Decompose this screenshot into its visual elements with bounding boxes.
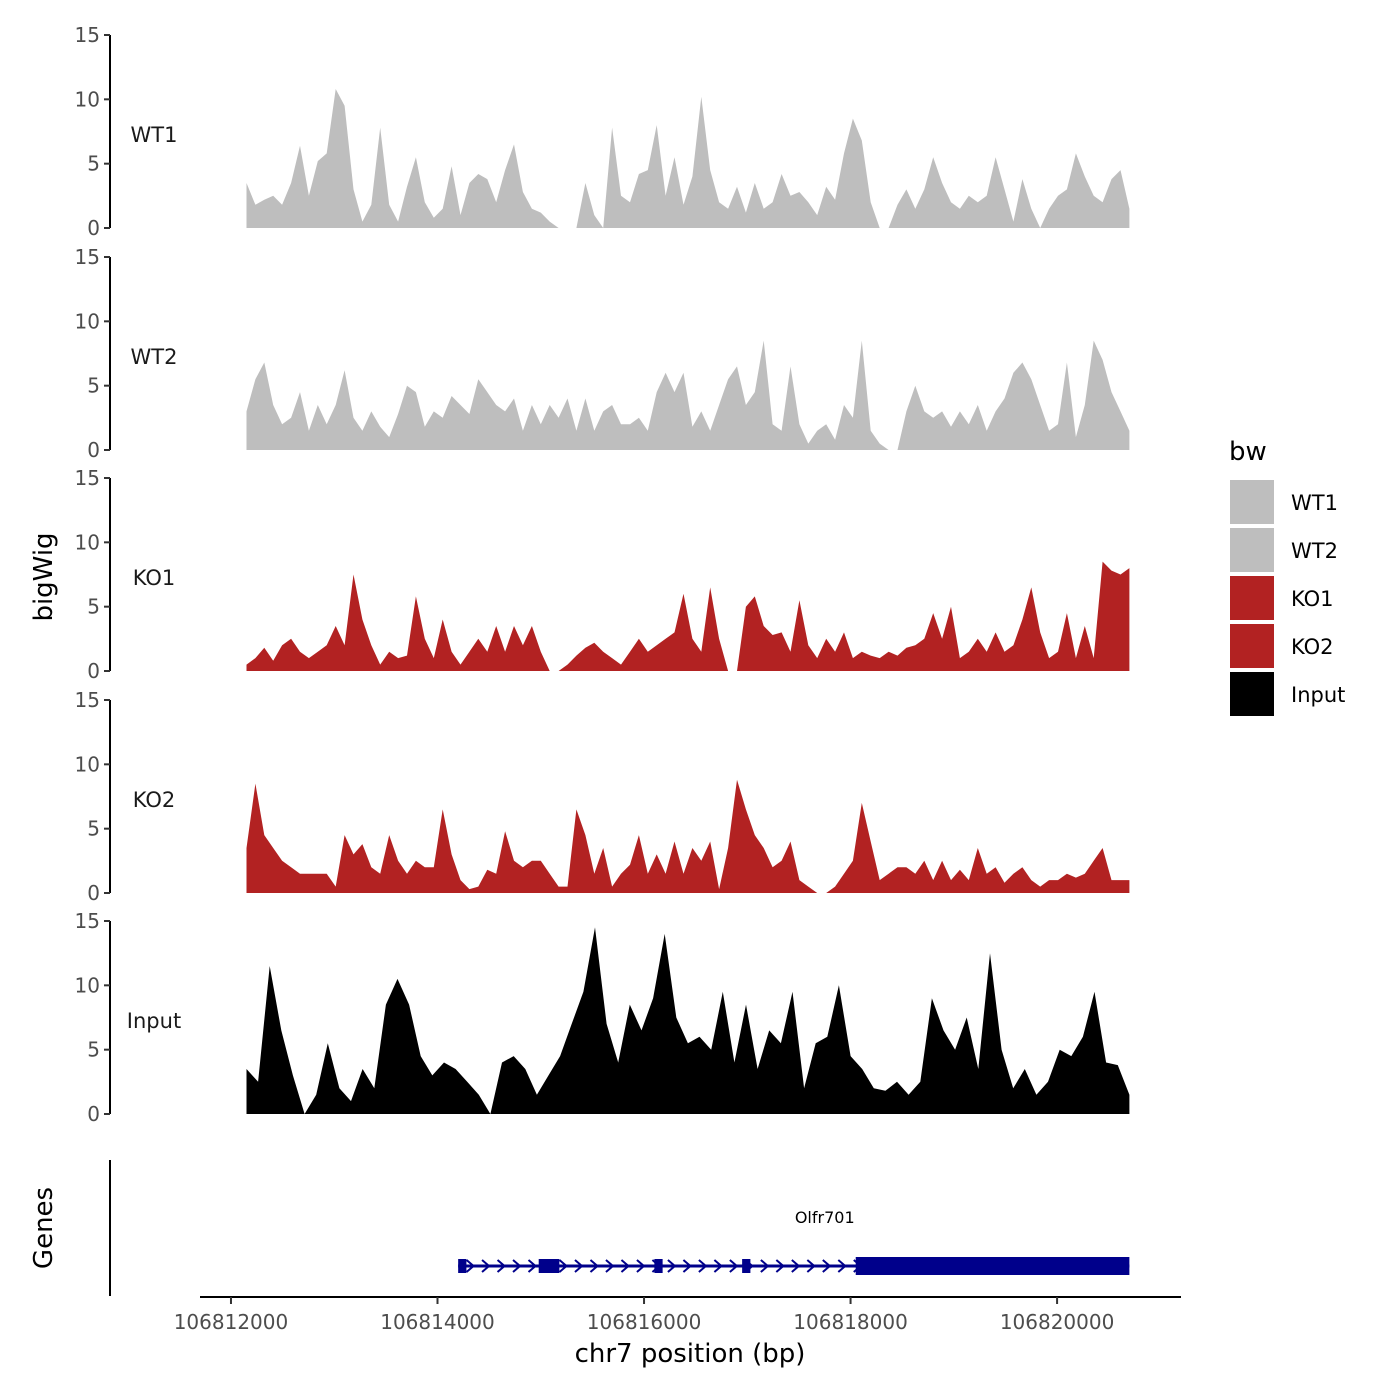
coverage-area-ko2 [246,779,1130,893]
y-tick-label: 0 [87,216,100,240]
y-tick-label: 5 [87,374,100,398]
track-wt1: 0 5 10 15 WT1 [75,23,1130,240]
coverage-area-ko1 [246,561,1130,671]
strand-arrow-icon [806,1259,816,1273]
track-label-ko2: KO2 [133,788,176,812]
strand-arrow-icon [775,1259,785,1273]
y-tick-label: 0 [87,881,100,905]
legend-key-ko1 [1230,576,1274,620]
x-tick-label: 106820000 [1000,1310,1115,1334]
gene-name-label: Olfr701 [795,1208,855,1227]
y-tick-label: 10 [75,309,100,333]
strand-arrow-icon [512,1259,522,1273]
strand-arrow-icon [791,1259,801,1273]
y-tick-label: 15 [75,23,100,47]
strand-arrow-icon [760,1259,770,1273]
strand-arrow-icon [605,1259,615,1273]
strand-arrow-icon [465,1259,476,1273]
y-tick-label: 0 [87,659,100,683]
gene-exon [538,1259,560,1273]
y-tick-label: 5 [87,1038,100,1062]
strand-arrow-icon [620,1259,630,1273]
track-input: 0 5 10 15 Input [75,909,1130,1126]
track-label-wt2: WT2 [131,345,178,369]
strand-arrow-icon [496,1259,507,1273]
y-tick-label: 15 [75,909,100,933]
y-tick-label: 10 [75,752,100,776]
genes-layer: Olfr701 [109,1160,1130,1296]
strand-arrow-icon [713,1259,723,1273]
x-tick-label: 106816000 [587,1310,702,1334]
gene-exon [855,1257,1130,1275]
y-tick-label: 15 [75,688,100,712]
strand-arrow-icon [574,1259,584,1273]
coverage-area-input [246,927,1130,1114]
y-tick-label: 10 [75,530,100,554]
legend-label-ko2: KO2 [1291,635,1334,659]
strand-arrow-icon [682,1259,692,1273]
strand-arrow-icon [636,1259,646,1273]
strand-arrow-icon [481,1259,491,1273]
legend-label-wt1: WT1 [1291,491,1338,515]
strand-arrow-icon [667,1259,677,1273]
tracks-layer: 0 5 10 15 WT1 0 5 10 15 WT2 0 5 10 15 KO1 0 5 10 15 KO2 0 5 10… [75,23,1130,1126]
track-ko1: 0 5 10 15 KO1 [75,466,1130,683]
legend-key-wt1 [1230,480,1274,524]
track-label-input: Input [127,1009,181,1033]
track-wt2: 0 5 10 15 WT2 [75,245,1130,462]
x-axis-title: chr7 position (bp) [575,1339,806,1369]
y-tick-label: 5 [87,152,100,176]
track-label-ko1: KO1 [133,566,176,590]
gene-exon [654,1259,663,1273]
legend-label-input: Input [1291,683,1345,707]
strand-arrow-icon [729,1259,739,1273]
y-tick-label: 0 [87,438,100,462]
genes-track-title: Genes [29,1187,59,1269]
y-tick-label: 10 [75,973,100,997]
coverage-area-wt2 [246,340,1130,450]
y-tick-label: 5 [87,817,100,841]
legend-key-wt2 [1230,528,1274,572]
x-tick-label: 106814000 [380,1310,495,1334]
y-tick-label: 0 [87,1102,100,1126]
y-tick-label: 5 [87,595,100,619]
x-tick-label: 106812000 [174,1310,289,1334]
strand-arrow-icon [527,1259,538,1273]
legend-key-input [1230,672,1274,716]
legend-label-wt2: WT2 [1291,539,1338,563]
strand-arrow-icon [837,1259,847,1273]
x-axis: 106812000 106814000 106816000 106818000 1068… [174,1296,1181,1334]
track-ko2: 0 5 10 15 KO2 [75,688,1130,905]
y-tick-label: 15 [75,466,100,490]
gene-exon [458,1259,467,1273]
strand-arrow-icon [698,1259,708,1273]
strand-arrow-icon [589,1259,600,1273]
legend-label-ko1: KO1 [1291,587,1334,611]
gene-exon [742,1259,751,1273]
strand-arrow-icon [558,1259,569,1273]
legend: bw WT1 WT2 KO1 KO2 Input [1229,437,1345,716]
x-tick-label: 106818000 [793,1310,908,1334]
legend-key-ko2 [1230,624,1274,668]
coverage-area-wt1 [246,89,1130,228]
y-axis-title: bigWig [29,532,59,621]
strand-arrow-icon [822,1259,832,1273]
track-label-wt1: WT1 [131,123,178,147]
y-tick-label: 15 [75,245,100,269]
legend-title: bw [1229,437,1267,467]
y-tick-label: 10 [75,87,100,111]
